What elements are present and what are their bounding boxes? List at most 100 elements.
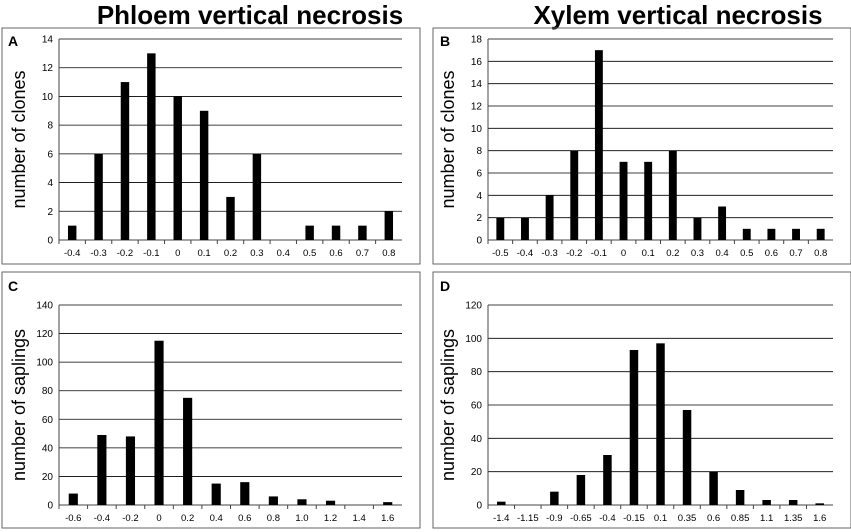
panel-b-ylabel: number of clones — [438, 70, 458, 208]
panel-d-ytick-label: 40 — [471, 434, 483, 445]
panel-b-ytick-label: 18 — [471, 35, 483, 46]
panel-a-xtick-label: -0.4 — [64, 248, 80, 259]
panel-b-xtick-label: 0.2 — [666, 248, 679, 259]
panel-b-xtick-label: -0.5 — [492, 248, 508, 259]
panel-b-xtick-label: 0.3 — [691, 248, 704, 259]
panel-a-xtick-label: 0 — [175, 248, 180, 259]
panel-b-xtick-label: 0 — [621, 248, 626, 259]
panel-d-ylabel: number of saplings — [438, 329, 458, 481]
panel-a-bar — [358, 225, 367, 240]
panel-a-ytick-label: 10 — [42, 92, 54, 103]
panel-a-xtick-label: 0.1 — [198, 248, 211, 259]
panel-b-xtick-label: -0.4 — [517, 248, 533, 259]
panel-b-xtick-label: 0.8 — [814, 248, 827, 259]
panel-c-frame — [1, 271, 421, 529]
panel-c-xtick-label: 0.4 — [210, 513, 223, 524]
panel-a-label: A — [8, 33, 18, 49]
panel-c-bar — [383, 502, 393, 505]
panel-c-xtick-label: -0.4 — [94, 513, 110, 524]
panel-b-bar — [644, 161, 653, 240]
panel-a-bar — [226, 196, 235, 240]
panel-b-bar — [767, 228, 776, 240]
panel-a-xtick-label: 0.3 — [250, 248, 263, 259]
panel-a-bar — [147, 53, 156, 240]
panel-d-xtick-label: -0.9 — [546, 513, 562, 524]
panel-a-xtick-label: 0.7 — [356, 248, 369, 259]
panel-b-bar — [545, 195, 554, 240]
panel-c-bar — [154, 340, 164, 505]
panel-d-bar — [815, 503, 824, 505]
panel-c-ytick-label: 0 — [47, 501, 53, 512]
panel-a-xtick-label: -0.2 — [117, 248, 133, 259]
panel-c-bar — [125, 436, 136, 505]
panel-c-ytick-label: 140 — [36, 301, 53, 312]
panel-a-bar — [173, 96, 182, 240]
panel-d-xtick-label: 0.6 — [707, 513, 720, 524]
panel-c-ytick-label: 80 — [42, 386, 54, 397]
panel-d-xtick-label: 1.1 — [760, 513, 773, 524]
panel-a-xtick-label: 0.2 — [224, 248, 237, 259]
panel-a-xtick-label: -0.1 — [143, 248, 159, 259]
panel-b-frame — [432, 27, 851, 265]
panel-c-bar — [97, 435, 107, 505]
panel-a-xtick-label: -0.3 — [90, 248, 106, 259]
panel-b-xtick-label: -0.3 — [541, 248, 557, 259]
panel-c-xtick-label: 1.6 — [381, 513, 394, 524]
panel-b-ytick-label: 4 — [476, 191, 482, 202]
panel-d-xtick-label: 0.1 — [654, 513, 667, 524]
panel-d-xtick-label: -1.15 — [517, 513, 539, 524]
panel-d-label: D — [440, 278, 450, 294]
panel-c-xtick-label: -0.6 — [65, 513, 81, 524]
panel-b-ytick-label: 16 — [471, 57, 483, 68]
panel-a-ylabel: number of clones — [9, 70, 29, 208]
panel-d-xtick-label: 0.85 — [731, 513, 750, 524]
panel-c-bar — [68, 493, 78, 505]
panel-c-bar — [183, 397, 193, 505]
panel-c-ylabel: number of saplings — [9, 329, 29, 481]
panel-d-bar — [788, 500, 798, 505]
panel-c-ytick-label: 40 — [42, 443, 54, 454]
panel-b-xtick-label: -0.1 — [591, 248, 607, 259]
panel-a-ytick-label: 14 — [42, 35, 54, 46]
panel-d-xtick-label: -0.65 — [570, 513, 592, 524]
panel-d-bar — [629, 350, 639, 505]
panel-b-xtick-label: 0.6 — [765, 248, 778, 259]
panel-a-bar — [331, 225, 341, 240]
panel-a-xtick-label: 0.8 — [382, 248, 395, 259]
panel-c-xtick-label: 1.4 — [353, 513, 366, 524]
panel-b-label: B — [440, 33, 450, 49]
panel-d-xtick-label: -1.4 — [493, 513, 509, 524]
panel-b-xtick-label: 0.1 — [642, 248, 655, 259]
panel-d-xtick-label: -0.15 — [623, 513, 645, 524]
panel-b-xtick-label: 0.7 — [789, 248, 802, 259]
panel-b-bar — [619, 161, 628, 240]
panel-c-xtick-label: -0.2 — [122, 513, 138, 524]
panel-c-ytick-label: 60 — [42, 415, 54, 426]
panel-a-bar — [94, 153, 103, 240]
panel-c-xtick-label: 1.2 — [324, 513, 337, 524]
panel-d-xtick-label: -0.4 — [599, 513, 615, 524]
panel-d-bar — [762, 500, 771, 505]
panel-d-ytick-label: 60 — [471, 401, 483, 412]
panel-b-bar — [792, 228, 800, 240]
panel-a-ytick-label: 2 — [47, 207, 53, 218]
panel-d-bar — [709, 471, 718, 505]
panel-d-bar — [576, 475, 586, 505]
panel-d-ytick-label: 20 — [471, 467, 483, 478]
panel-c-xtick-label: 0.6 — [238, 513, 251, 524]
panel-a-ytick-label: 8 — [47, 121, 53, 132]
panel-d-bar — [550, 491, 559, 505]
panel-d-ytick-label: 0 — [476, 501, 482, 512]
panel-c-ytick-label: 120 — [36, 329, 53, 340]
panel-d-bar — [735, 490, 745, 505]
panel-b-bar — [594, 50, 603, 240]
panel-c-bar — [211, 483, 221, 505]
panel-c-bar — [297, 499, 307, 505]
panel-d-ytick-label: 100 — [465, 334, 482, 345]
panel-b-ytick-label: 12 — [471, 102, 483, 113]
panel-b-bar — [816, 228, 825, 240]
panel-b-ytick-label: 0 — [476, 236, 482, 247]
panel-c-bar — [268, 496, 278, 505]
panel-a-ytick-label: 6 — [47, 149, 53, 160]
panel-c-ytick-label: 20 — [42, 472, 54, 483]
